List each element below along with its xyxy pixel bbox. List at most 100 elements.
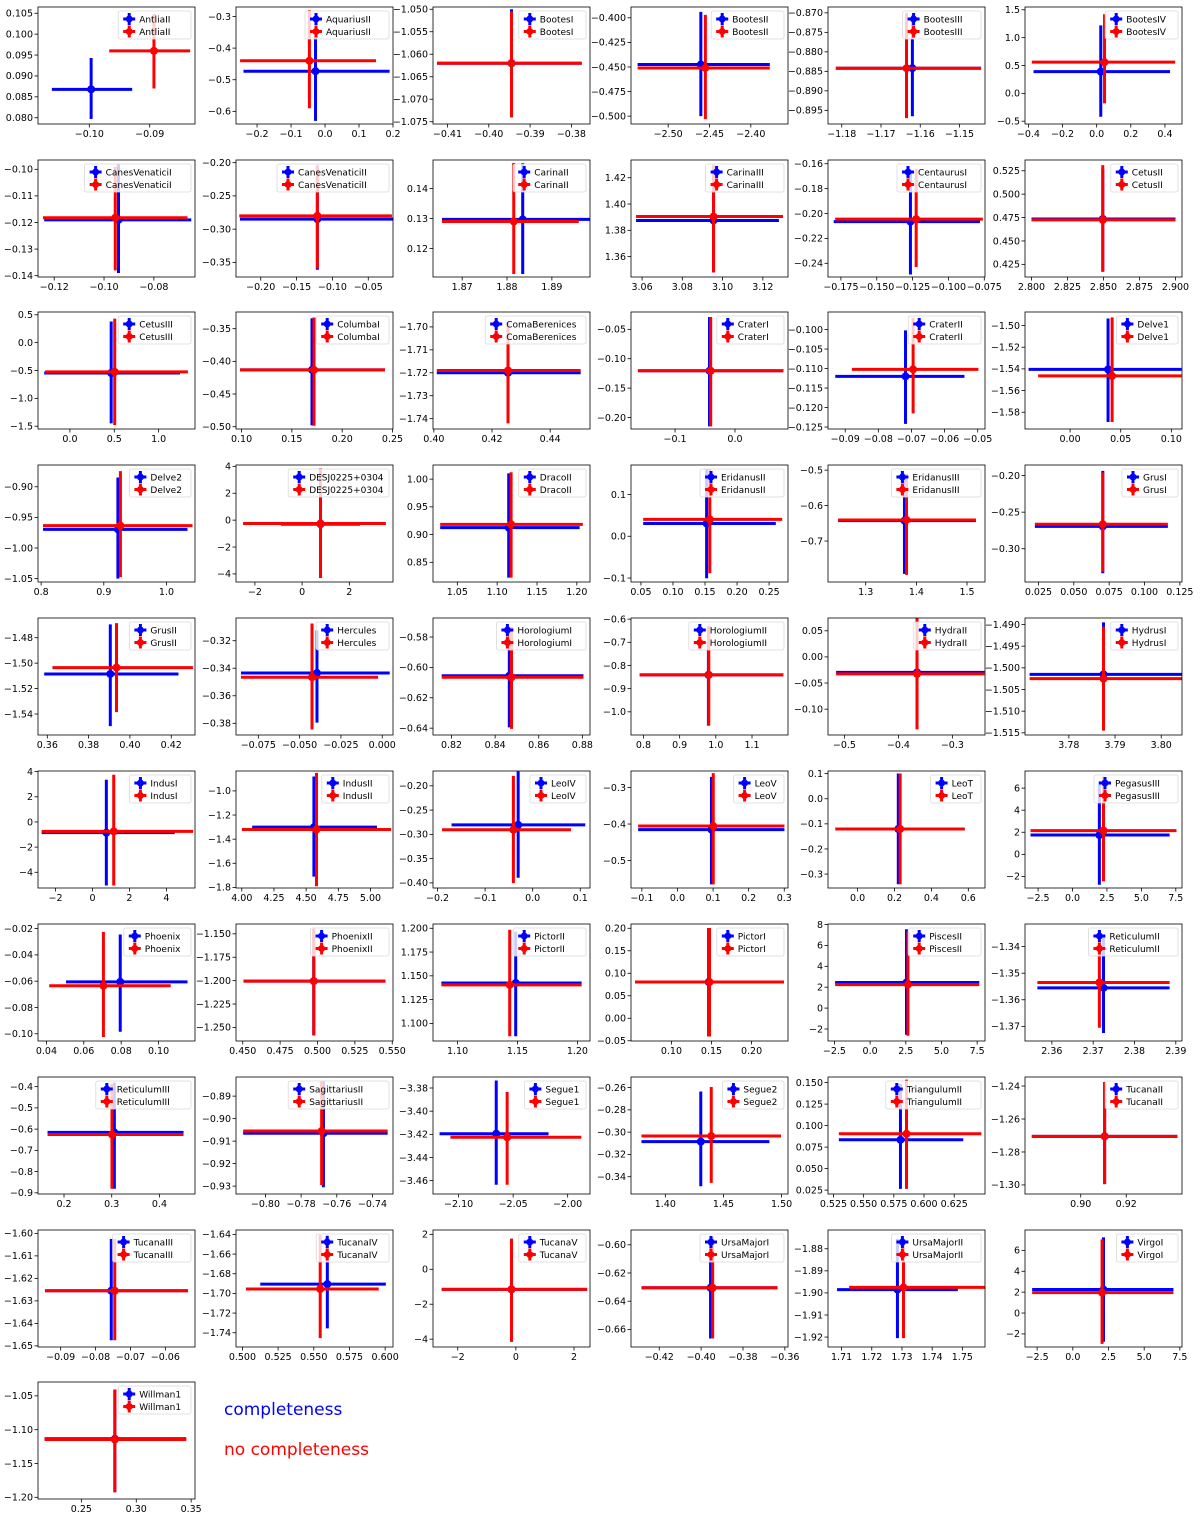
- data-point-blue: [116, 977, 125, 986]
- y-tick-label: −0.6: [208, 107, 231, 118]
- x-tick-label: 0.3: [104, 1199, 119, 1210]
- x-tick-label: 1.4: [909, 587, 924, 598]
- x-tick-label: 0.4: [924, 893, 939, 904]
- y-tick-label: 0.075: [796, 1142, 823, 1153]
- x-tick-label: 0.9: [672, 740, 687, 751]
- y-tick-label: −0.400: [591, 13, 626, 24]
- data-point-red: [912, 215, 921, 224]
- x-tick-label: −0.10: [75, 129, 104, 140]
- y-tick-label: −0.32: [202, 636, 231, 647]
- y-tick-label: −1.505: [985, 685, 1020, 696]
- errorbar-red: [450, 1092, 582, 1185]
- legend-label: CanesVenaticiI: [106, 168, 172, 178]
- x-tick-label: 1.20: [566, 587, 587, 598]
- legend: HorologiumII HorologiumII: [688, 621, 785, 651]
- y-tick-label: −0.4: [10, 1082, 33, 1093]
- axes-frame: [235, 770, 394, 889]
- legend-marker-blue: [321, 318, 334, 330]
- y-tick-label: −1.26: [991, 1114, 1020, 1125]
- y-tick-label: −1.74: [202, 1328, 231, 1339]
- data-point-blue: [896, 1135, 905, 1144]
- errorbar-red: [1032, 1239, 1174, 1344]
- subplot-DracoII: 1.05 1.10 1.15 1.200.850.900.951.00 DracoIID…: [407, 464, 591, 598]
- legend-label: HorologiumI: [517, 626, 572, 636]
- y-tick-label: −1.225: [196, 999, 231, 1010]
- legend-marker-blue: [321, 624, 334, 636]
- x-tick-label: −0.125: [895, 282, 930, 293]
- x-tick-label: 0.525: [341, 1046, 368, 1057]
- x-tick-label: −2.50: [654, 129, 683, 140]
- legend: Segue1 Segue1: [524, 1080, 587, 1110]
- y-tick-label: −0.30: [597, 1127, 626, 1138]
- x-tick-label: −2.05: [499, 1199, 528, 1210]
- x-tick-label: 0.38: [78, 740, 99, 751]
- legend-label: DracoII: [540, 486, 572, 496]
- data-point-red: [507, 1285, 516, 1294]
- x-tick-label: 0.600: [372, 1352, 399, 1363]
- y-tick-label: −1.74: [399, 414, 428, 425]
- y-tick-label: −1.88: [794, 1244, 823, 1255]
- errorbar-red: [241, 772, 392, 887]
- x-tick-label: −0.40: [474, 129, 503, 140]
- legend-label: CetusIII: [139, 320, 173, 330]
- subplot-EridanusIII: 1.3 1.4 1.5−0.7−0.6−0.5EridanusIIIEridanus…: [800, 464, 986, 598]
- x-tick-label: −0.10: [318, 282, 347, 293]
- x-tick-label: 1.5: [959, 587, 974, 598]
- x-tick-label: −0.74: [358, 1199, 387, 1210]
- errorbar-red: [441, 1238, 588, 1342]
- x-tick-label: 4.75: [328, 893, 349, 904]
- x-tick-label: 5.0: [934, 1046, 949, 1057]
- y-tick-label: −0.885: [788, 67, 823, 78]
- legend-marker-red: [1093, 942, 1106, 955]
- axes-frame: [630, 923, 789, 1042]
- legend-label: HorologiumI: [517, 639, 572, 649]
- x-tick-label: −0.08: [864, 434, 893, 445]
- legend-label: GrusI: [1143, 486, 1167, 496]
- x-tick-label: 0.35: [181, 1504, 202, 1515]
- legend: UrsaMajorI UrsaMajorI: [699, 1233, 785, 1263]
- y-tick-label: −0.20: [794, 209, 823, 220]
- legend: CanesVenaticiI CanesVenaticiI: [84, 163, 192, 193]
- y-tick-label: −0.05: [597, 325, 626, 336]
- y-tick-label: −0.15: [597, 383, 626, 394]
- subplot-CraterI: −0.1 0.0−0.20−0.15−0.10−0.05 CraterICrater…: [597, 311, 789, 445]
- legend-label: CanesVenaticiII: [298, 181, 367, 191]
- y-tick-label: 1.42: [605, 173, 626, 184]
- legend-label: PegasusIII: [1115, 779, 1160, 789]
- legend-label: Willman1: [139, 1390, 181, 1400]
- legend: ComaBerenices ComaBerenices: [484, 315, 587, 345]
- x-tick-label: 0.0: [1065, 1352, 1080, 1363]
- legend: ReticulumII ReticulumII: [1088, 927, 1179, 957]
- legend-label: IndusII: [343, 779, 373, 789]
- legend-label: IndusI: [150, 792, 177, 802]
- x-tick-label: 0.525: [265, 1352, 292, 1363]
- legend-label: AquariusII: [326, 28, 371, 38]
- legend-label: SagittariusII: [309, 1098, 363, 1108]
- y-tick-label: −0.9: [10, 1188, 33, 1199]
- legend-marker-red: [1121, 1248, 1134, 1261]
- legend-marker-red: [523, 1248, 536, 1261]
- y-tick-label: 6: [1014, 1246, 1020, 1257]
- y-tick-label: −0.5: [603, 856, 626, 867]
- legend-marker-red: [89, 178, 102, 191]
- legend-marker-red: [134, 636, 147, 649]
- legend: EridanusIII EridanusIII: [891, 468, 982, 498]
- legend: LeoT LeoT: [930, 774, 982, 804]
- x-tick-label: 0.25: [759, 587, 780, 598]
- y-tick-label: 1.100: [401, 1019, 428, 1030]
- subplot-Willman1: 0.25 0.30 0.35 −1.20 −1.15 −1.10 −1.05 Willman1…: [4, 1381, 202, 1515]
- legend-marker-red: [710, 178, 723, 191]
- y-tick-label: −0.895: [788, 106, 823, 117]
- legend-label: BootesIII: [924, 28, 963, 38]
- legend-marker-red: [100, 1095, 113, 1108]
- legend-marker-blue: [1121, 1236, 1134, 1248]
- y-tick-label: −0.8: [10, 1167, 33, 1178]
- legend-label: Phoenix: [145, 945, 181, 955]
- errorbar-blue: [1033, 25, 1171, 117]
- y-tick-label: −1.075: [393, 117, 428, 128]
- y-tick-label: −1.66: [202, 1249, 231, 1260]
- subplot-Segue1: −2.10 −2.05 −2.00 −3.46 −3.44 −3.42 −3.40 −3.38…: [399, 1076, 591, 1210]
- y-tick-label: −1.90: [794, 1288, 823, 1299]
- legend-label: ReticulumII: [1109, 945, 1159, 955]
- subplot-CarinaIII: 3.06 3.08 3.10 3.12 1.36 1.38 1.40 1.42 CarinaII…: [605, 159, 789, 293]
